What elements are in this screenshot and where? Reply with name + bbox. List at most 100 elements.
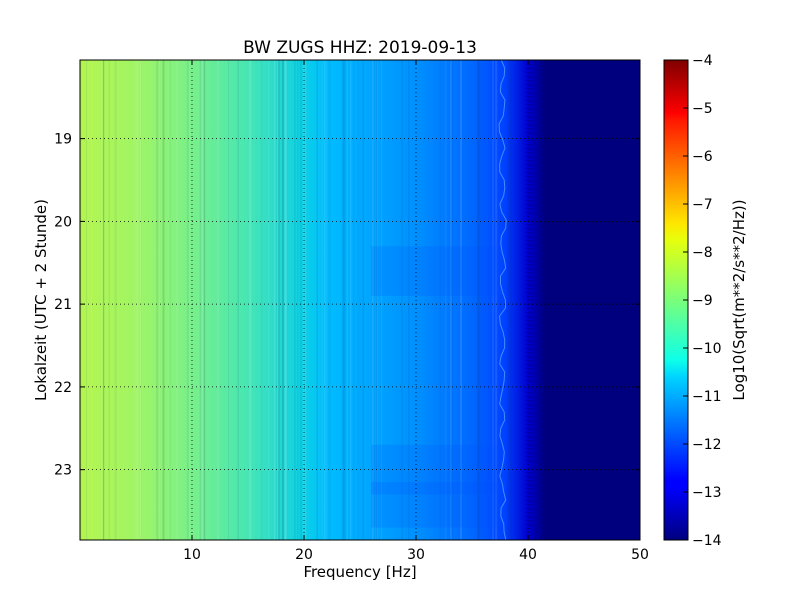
grid-lines bbox=[80, 60, 640, 540]
texture-stripe bbox=[342, 60, 344, 540]
texture-stripe bbox=[320, 60, 323, 540]
colorbar-tick-label: −13 bbox=[692, 485, 722, 501]
texture-stripe bbox=[86, 60, 87, 540]
texture-band bbox=[371, 246, 506, 296]
colorbar-tick-label: −8 bbox=[692, 245, 713, 261]
texture-stripe bbox=[305, 60, 307, 540]
texture-stripe bbox=[273, 60, 276, 540]
colorbar-tick-label: −5 bbox=[692, 101, 713, 117]
texture-stripe bbox=[198, 60, 200, 540]
texture-stripe bbox=[316, 60, 318, 540]
texture-stripe bbox=[80, 60, 82, 540]
texture-stripe bbox=[477, 60, 480, 540]
texture-stripe bbox=[140, 60, 142, 540]
texture-stripe bbox=[372, 60, 374, 540]
texture-stripe bbox=[276, 60, 279, 540]
texture-stripe bbox=[344, 60, 346, 540]
texture-stripe bbox=[140, 60, 142, 540]
texture-stripe bbox=[186, 60, 189, 540]
x-tick-label: 50 bbox=[631, 547, 649, 563]
texture-stripe bbox=[324, 60, 327, 540]
texture-stripe bbox=[328, 60, 329, 540]
texture-stripe bbox=[201, 60, 203, 540]
texture-stripe bbox=[325, 60, 327, 540]
plot-area: 10 20 30 40 50 19 20 21 22 23 bbox=[54, 59, 649, 563]
x-axis-ticks: 10 20 30 40 50 bbox=[183, 60, 649, 563]
texture-stripe bbox=[101, 60, 103, 540]
texture-stripe bbox=[287, 60, 289, 540]
texture-edge bbox=[498, 60, 507, 540]
colorbar-tick-label: −4 bbox=[692, 53, 713, 69]
texture-stripe bbox=[346, 60, 348, 540]
texture-stripe bbox=[353, 60, 355, 540]
texture-stripe bbox=[285, 60, 288, 540]
texture-stripe bbox=[154, 60, 156, 540]
texture-stripe bbox=[156, 60, 159, 540]
texture-stripe bbox=[114, 60, 117, 540]
texture-stripe bbox=[294, 60, 296, 540]
colorbar-ticks: −4 −5 −6 −7 −8 −9 −10 −11 −12 −13 −14 bbox=[683, 53, 722, 549]
texture-stripe bbox=[277, 60, 278, 540]
texture-stripe bbox=[136, 60, 138, 540]
texture-stripe bbox=[284, 60, 287, 540]
texture-stripe bbox=[203, 60, 205, 540]
texture-stripe bbox=[162, 60, 165, 540]
texture-stripe bbox=[249, 60, 252, 540]
texture-stripe bbox=[450, 60, 452, 540]
x-tick-label: 10 bbox=[183, 547, 201, 563]
texture-stripe bbox=[163, 60, 165, 540]
texture-stripe bbox=[90, 60, 92, 540]
texture-stripe bbox=[267, 60, 270, 540]
y-tick-label: 20 bbox=[54, 214, 72, 230]
texture-stripe bbox=[276, 60, 279, 540]
texture-stripe bbox=[155, 60, 157, 540]
chart-title: BW ZUGS HHZ: 2019-09-13 bbox=[243, 38, 477, 58]
texture-stripe bbox=[176, 60, 178, 540]
texture-stripe bbox=[278, 60, 280, 540]
texture-stripe bbox=[137, 60, 139, 540]
texture-stripe bbox=[374, 60, 376, 540]
colorbar-tick-label: −7 bbox=[692, 197, 713, 213]
texture-stripe bbox=[102, 60, 104, 540]
spectrogram-image bbox=[80, 60, 640, 540]
texture-stripe bbox=[342, 60, 345, 540]
texture-stripe bbox=[134, 60, 136, 540]
texture-stripe bbox=[381, 60, 382, 540]
texture-stripe bbox=[282, 60, 284, 540]
texture-stripe bbox=[350, 60, 352, 540]
texture-stripe bbox=[460, 60, 462, 540]
x-tick-label: 30 bbox=[407, 547, 425, 563]
x-axis-label: Frequency [Hz] bbox=[303, 563, 416, 581]
texture-stripe bbox=[158, 60, 160, 540]
texture-stripe bbox=[359, 60, 361, 540]
texture-stripe bbox=[480, 60, 483, 540]
texture-stripe bbox=[297, 60, 299, 540]
texture-stripe bbox=[510, 60, 513, 540]
texture-stripe bbox=[509, 60, 512, 540]
texture-stripe bbox=[408, 60, 410, 540]
x-tick-label: 20 bbox=[295, 547, 313, 563]
texture-band bbox=[371, 482, 506, 528]
texture-stripe bbox=[103, 60, 105, 540]
texture-stripe bbox=[237, 60, 239, 540]
colorbar-tick-label: −6 bbox=[692, 149, 713, 165]
texture-stripe bbox=[357, 60, 359, 540]
texture-stripe bbox=[88, 60, 90, 540]
texture-stripe bbox=[301, 60, 302, 540]
texture-stripe bbox=[401, 60, 403, 540]
texture-stripe bbox=[375, 60, 376, 540]
texture-stripe bbox=[299, 60, 302, 540]
texture-stripe bbox=[169, 60, 172, 540]
texture-stripe bbox=[375, 60, 378, 540]
texture-stripe bbox=[320, 60, 322, 540]
texture-stripe bbox=[188, 60, 191, 540]
texture-stripe bbox=[507, 60, 509, 540]
colorbar-tick-label: −10 bbox=[692, 341, 722, 357]
y-tick-label: 23 bbox=[54, 463, 72, 479]
y-tick-label: 22 bbox=[54, 380, 72, 396]
texture-stripe bbox=[439, 60, 441, 540]
texture-stripe bbox=[281, 60, 284, 540]
texture-stripe bbox=[199, 60, 202, 540]
texture-stripe bbox=[434, 60, 435, 540]
